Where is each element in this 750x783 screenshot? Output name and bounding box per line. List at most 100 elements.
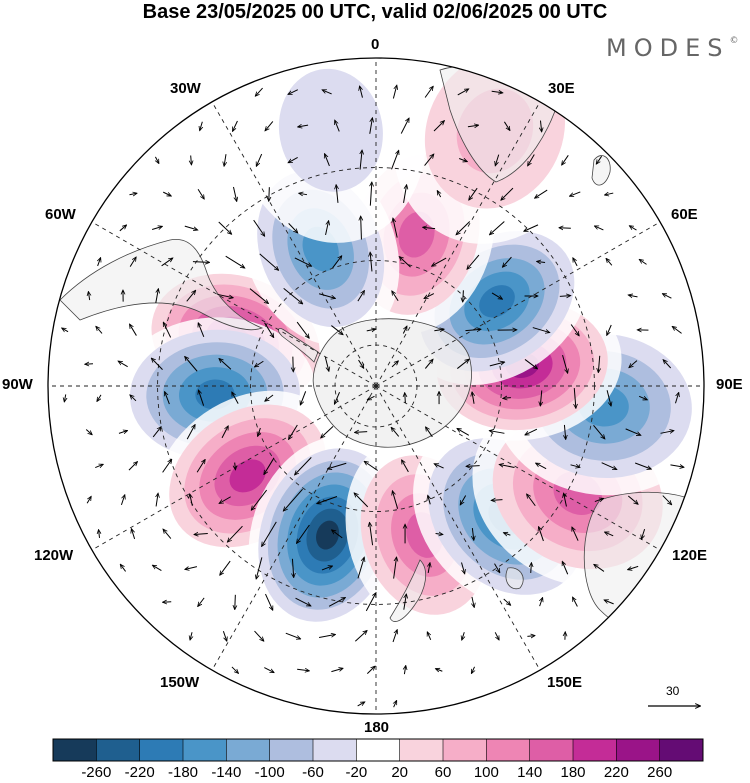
wind-vector (325, 154, 330, 167)
tasmania-landmass (505, 567, 524, 590)
wind-vector (392, 630, 397, 643)
wind-vector (294, 257, 311, 266)
wind-vector (467, 254, 480, 269)
wind-vector (424, 293, 435, 299)
wind-vector (228, 525, 243, 542)
wind-vector (670, 465, 683, 467)
wind-vector (404, 666, 405, 675)
wind-vector (392, 491, 399, 509)
wind-vector (288, 89, 299, 95)
wind-vector (121, 565, 127, 572)
wind-vector (192, 262, 209, 263)
label-150w: 150W (160, 674, 200, 691)
wind-vector (574, 388, 576, 408)
colorbar-label: -20 (345, 764, 368, 781)
copyright-icon: © (729, 36, 739, 46)
wind-vector (118, 361, 128, 368)
wind-vector (297, 669, 309, 671)
meridian-line (375, 101, 541, 387)
wind-vector (606, 259, 613, 266)
wind-vector (151, 226, 162, 231)
colorbar-swatch (269, 739, 314, 761)
wind-vector (562, 355, 568, 373)
wind-vector (564, 494, 567, 507)
wind-vector (233, 120, 238, 131)
wind-vector (433, 121, 444, 132)
wind-vector (607, 324, 612, 335)
wind-vector (355, 432, 368, 433)
wind-vector (118, 431, 127, 434)
wind-vector (458, 159, 467, 162)
wind-vector (491, 292, 502, 299)
wind-vector (219, 359, 232, 370)
wind-vector (130, 324, 137, 336)
wind-vector (253, 219, 265, 236)
wind-vector (472, 392, 474, 404)
wind-vector (130, 395, 137, 402)
wind-vector (437, 191, 440, 198)
wind-vector (527, 636, 534, 637)
wind-vector (357, 702, 365, 707)
wind-vector (324, 356, 328, 371)
colorbar-swatch (53, 739, 97, 761)
wind-vector (321, 566, 332, 571)
contour-band (479, 285, 515, 318)
wind-vector (185, 357, 198, 372)
wind-vector (562, 155, 569, 164)
wind-vector (598, 355, 599, 372)
wind-vector (490, 221, 505, 235)
wind-vector (638, 395, 647, 399)
wind-vector (231, 666, 238, 673)
label-120w: 120W (34, 547, 74, 564)
wind-vector (255, 360, 264, 367)
colorbar-swatch (616, 739, 661, 761)
wind-vector (300, 391, 307, 404)
wind-vector (559, 296, 570, 297)
south-america-landmass (59, 239, 264, 331)
wind-vector (360, 86, 363, 98)
wind-vector (264, 667, 274, 673)
wind-vector (606, 390, 611, 406)
wind-vector (161, 258, 173, 267)
wind-vector (98, 258, 101, 267)
wind-vector (232, 186, 236, 201)
wind-vector (163, 323, 172, 338)
wind-vector (456, 221, 471, 235)
wind-vector (235, 462, 236, 470)
wind-vector (540, 390, 541, 405)
wind-vector (288, 157, 298, 162)
wind-vector (285, 632, 301, 639)
wind-vector (495, 154, 500, 166)
wind-vector (660, 431, 674, 434)
wind-vector (400, 118, 409, 134)
wind-vector (85, 429, 92, 435)
label-90e: 90E (716, 376, 743, 393)
wind-vector (539, 527, 544, 542)
colorbar-swatch (183, 739, 227, 761)
wind-vector (217, 293, 233, 297)
wind-vector (434, 329, 443, 331)
wind-vector (630, 226, 637, 231)
wind-vector (129, 257, 136, 267)
contour-band (229, 459, 266, 493)
meridian-line (211, 385, 377, 671)
wind-vector (457, 359, 468, 369)
wind-vector (662, 495, 672, 505)
wind-vector (299, 193, 308, 194)
wind-vector (393, 218, 398, 238)
wind-vector (535, 189, 548, 198)
colorbar-swatch (96, 739, 141, 761)
colorbar-swatch (139, 739, 184, 761)
wind-vector (132, 529, 136, 540)
wind-vector (536, 463, 547, 470)
wind-vector (357, 558, 364, 579)
wind-vector (428, 563, 430, 574)
wind-vector (503, 598, 511, 605)
wind-vector (503, 121, 509, 130)
meridian-line (375, 221, 661, 387)
wind-vector (86, 497, 91, 504)
wind-vector (265, 593, 272, 610)
wind-vector (392, 86, 396, 99)
wind-vector (489, 362, 504, 367)
